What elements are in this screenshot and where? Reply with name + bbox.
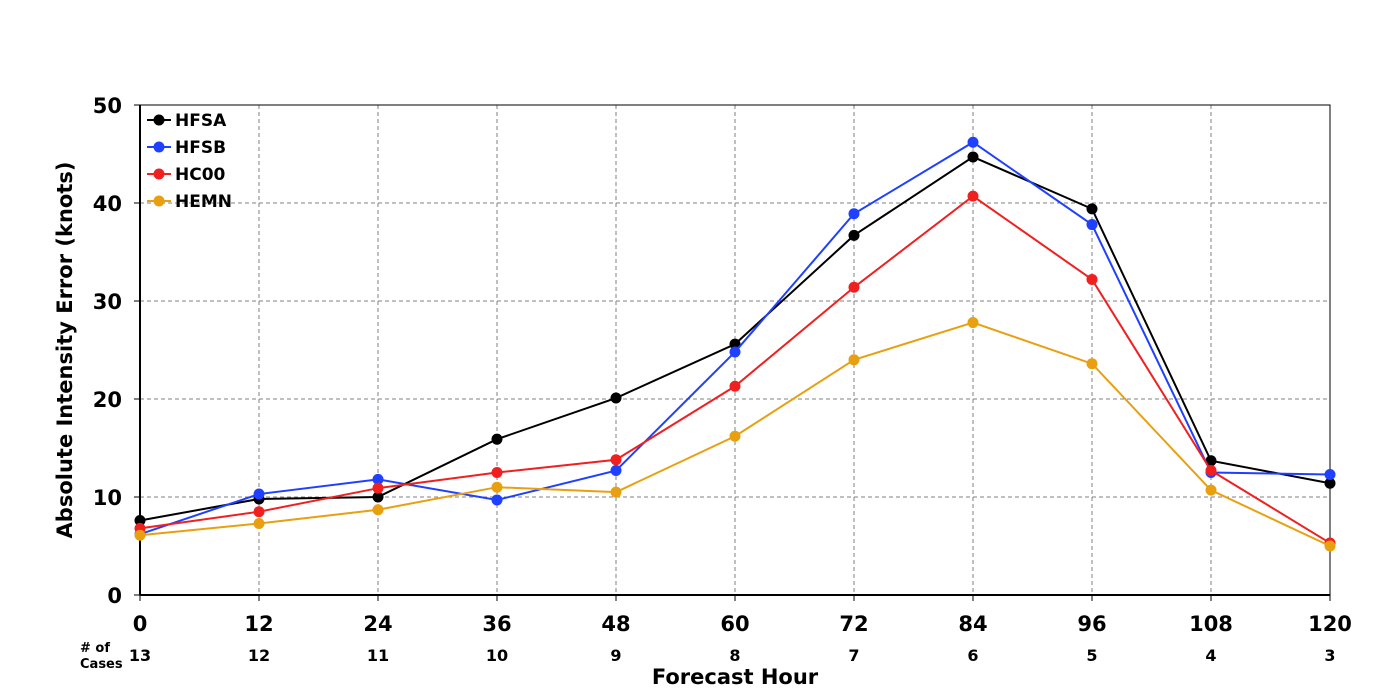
data-point-hfsa: [491, 433, 503, 445]
data-point-hc00: [372, 482, 384, 494]
series-hc00: [134, 190, 1336, 549]
data-point-hfsb: [253, 488, 265, 500]
series-hemn: [134, 317, 1336, 552]
data-point-hfsb: [372, 473, 384, 485]
data-point-hfsa: [1205, 455, 1217, 467]
legend-item-hfsa: HFSA: [147, 111, 227, 131]
x-tick-label: 96: [1077, 612, 1106, 636]
data-point-hemn: [1086, 358, 1098, 370]
legend: HFSA HFSB HC00 HEMN: [147, 111, 232, 212]
case-count: 9: [610, 646, 621, 665]
legend-label: HC00: [175, 165, 226, 185]
data-point-hc00: [253, 506, 265, 518]
case-count: 5: [1086, 646, 1097, 665]
data-point-hemn: [729, 430, 741, 442]
data-point-hc00: [848, 281, 860, 293]
data-point-hc00: [491, 467, 503, 478]
x-tick-label: 0: [133, 612, 148, 636]
x-tick-label: 120: [1308, 612, 1352, 636]
data-point-hfsa: [967, 151, 979, 163]
x-tick-label: 108: [1189, 612, 1233, 636]
legend-item-hc00: HC00: [147, 165, 226, 185]
x-tick-label: 24: [363, 612, 392, 636]
data-point-hfsb: [1324, 468, 1336, 480]
case-count: 3: [1324, 646, 1335, 665]
data-point-hfsa: [610, 392, 622, 404]
legend-marker: [153, 168, 165, 180]
data-point-hfsb: [1086, 219, 1098, 231]
case-count: 12: [248, 646, 270, 665]
case-count: 13: [129, 646, 151, 665]
legend-marker: [153, 195, 165, 207]
data-point-hc00: [1086, 273, 1098, 285]
data-point-hfsa: [848, 229, 860, 241]
x-ticks: 0 12 24 36 48 60 72 84 96 108 120: [133, 595, 1352, 636]
data-point-hfsb: [610, 465, 622, 477]
legend-marker: [153, 141, 165, 153]
data-point-hc00: [610, 454, 622, 466]
data-point-hfsb: [967, 136, 979, 148]
data-point-hemn: [1324, 540, 1336, 552]
data-point-hfsb: [491, 494, 503, 506]
case-count: 8: [729, 646, 740, 665]
x-tick-label: 12: [244, 612, 273, 636]
data-point-hfsb: [848, 208, 860, 220]
y-tick-label: 40: [93, 192, 122, 216]
x-tick-label: 36: [482, 612, 511, 636]
x-tick-label: 72: [839, 612, 868, 636]
y-tick-label: 50: [93, 94, 122, 118]
x-tick-label: 84: [958, 612, 987, 636]
case-count: 4: [1205, 646, 1216, 665]
data-point-hc00: [1205, 465, 1217, 477]
data-point-hemn: [372, 504, 384, 516]
series-layer: [134, 136, 1336, 552]
data-point-hemn: [610, 486, 622, 498]
x-tick-label: 48: [601, 612, 630, 636]
data-point-hfsa: [1086, 203, 1098, 215]
case-count: 10: [486, 646, 508, 665]
y-tick-label: 30: [93, 290, 122, 314]
y-tick-label: 10: [93, 486, 122, 510]
cases-title-line-2: Cases: [80, 657, 123, 672]
cases-title-line-1: # of: [80, 641, 110, 656]
data-point-hfsa: [134, 515, 146, 527]
data-point-hfsa: [372, 491, 384, 503]
data-point-hemn: [491, 481, 503, 493]
cases-row: # of Cases 13 12 11 10 9 8 7 6 5 4 3: [80, 641, 1336, 672]
data-point-hemn: [253, 517, 265, 529]
legend-item-hemn: HEMN: [147, 192, 232, 212]
legend-label: HEMN: [175, 192, 232, 212]
x-axis-title: Forecast Hour: [652, 665, 819, 689]
data-point-hemn: [967, 317, 979, 329]
y-tick-label: 20: [93, 388, 122, 412]
case-count: 11: [367, 646, 389, 665]
data-point-hc00: [967, 190, 979, 202]
case-count: 6: [967, 646, 978, 665]
data-point-hfsb: [729, 346, 741, 358]
legend-item-hfsb: HFSB: [147, 138, 226, 158]
y-tick-label: 0: [107, 584, 122, 608]
data-point-hemn: [848, 354, 860, 366]
x-tick-label: 60: [720, 612, 749, 636]
data-point-hfsa: [1324, 477, 1336, 489]
legend-label: HFSA: [175, 111, 227, 131]
y-ticks: 0 10 20 30 40 50: [93, 94, 140, 608]
data-point-hemn: [134, 529, 146, 541]
data-point-hc00: [729, 380, 741, 392]
legend-marker: [153, 114, 165, 126]
data-point-hfsa: [729, 338, 741, 350]
data-point-hemn: [1205, 484, 1217, 496]
y-axis-title: Absolute Intensity Error (knots): [53, 162, 77, 539]
legend-label: HFSB: [175, 138, 226, 158]
case-count: 7: [848, 646, 859, 665]
